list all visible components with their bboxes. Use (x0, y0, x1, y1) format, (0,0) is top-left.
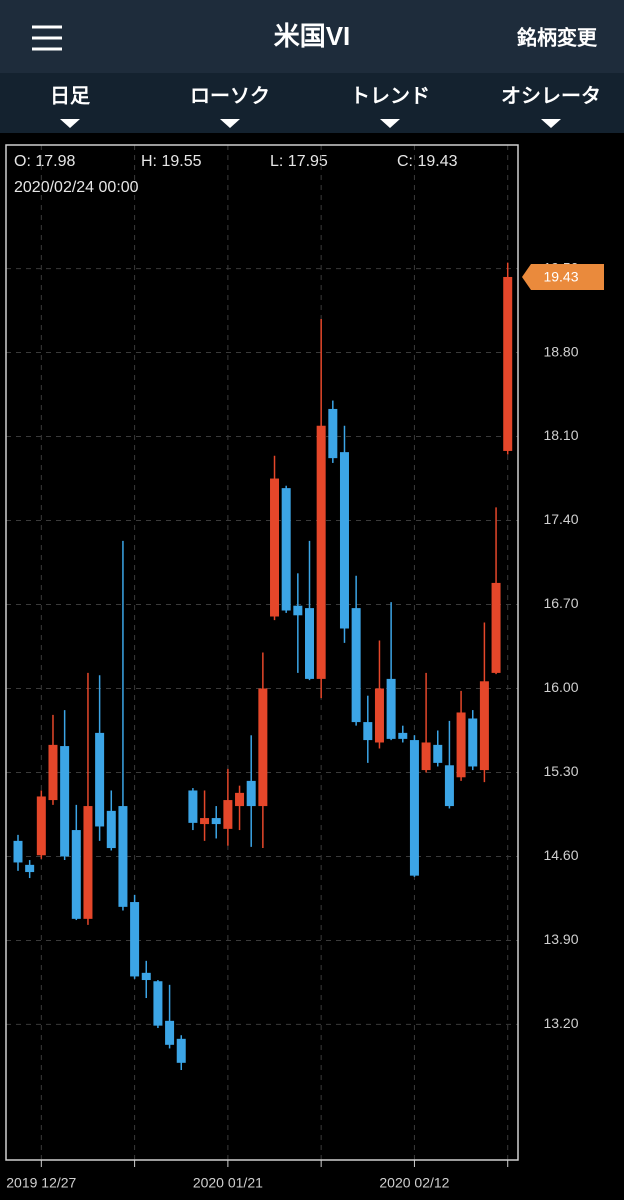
menu-button[interactable] (32, 25, 62, 51)
candle-body (83, 806, 93, 919)
y-tick-label: 16.70 (543, 595, 578, 611)
candle-body (223, 800, 233, 829)
candle-body (421, 742, 431, 771)
candle-body (351, 608, 361, 723)
candle-body (235, 792, 245, 807)
y-tick-label: 15.30 (543, 763, 578, 779)
candle-body (13, 840, 23, 863)
candle-body (130, 902, 140, 977)
y-tick-label: 18.10 (543, 427, 578, 443)
candle-body (339, 452, 349, 629)
change-symbol[interactable]: 銘柄変更 (517, 25, 598, 49)
candle-body (363, 722, 373, 741)
candle-body (468, 718, 478, 767)
candle-body (36, 796, 46, 856)
tab[interactable]: トレンド (350, 85, 430, 107)
info-close: C: 19.43 (397, 153, 458, 170)
y-tick-label: 17.40 (543, 511, 578, 527)
tab[interactable]: 日足 (50, 85, 91, 107)
candle-body (270, 478, 280, 617)
info-high: H: 19.55 (141, 153, 202, 170)
info-date: 2020/02/24 00:00 (14, 179, 139, 196)
x-tick-label: 2020 02/12 (379, 1175, 449, 1191)
x-tick-label: 2020 01/21 (193, 1175, 263, 1191)
candle-body (153, 981, 163, 1026)
candle-body (398, 732, 408, 739)
top-bar (0, 0, 624, 73)
candle-body (188, 790, 198, 823)
candle-body (165, 1020, 175, 1045)
candle-body (316, 425, 326, 679)
candle-body (118, 806, 128, 907)
candle-body (95, 732, 105, 827)
candle-body (433, 744, 443, 763)
candle-body (409, 740, 419, 876)
candle-body (211, 818, 221, 825)
y-tick-label: 18.80 (543, 343, 578, 359)
candle-body (456, 712, 466, 778)
tab-bar (0, 73, 624, 133)
candle-body (48, 744, 58, 801)
candle-body (176, 1038, 186, 1063)
candle-body (71, 830, 81, 919)
candle-body (305, 608, 314, 679)
x-tick-label: 2019 12/27 (6, 1175, 76, 1191)
candle-body (25, 864, 35, 873)
y-tick-label: 13.20 (543, 1015, 578, 1031)
y-tick-label: 13.90 (543, 931, 578, 947)
candle-body (141, 972, 151, 981)
info-open: O: 17.98 (14, 153, 75, 170)
candle-body (258, 688, 268, 807)
candle-body (444, 765, 454, 807)
candle-body (328, 408, 338, 459)
candle-body (106, 810, 116, 849)
page-title: 米国VI (274, 21, 351, 51)
candle-body (60, 746, 70, 857)
candle-body (246, 780, 256, 807)
candle-body (503, 276, 513, 451)
last-price-marker (522, 263, 604, 290)
y-tick-label: 14.60 (543, 847, 578, 863)
info-low: L: 17.95 (270, 153, 328, 170)
candle-body (281, 488, 291, 611)
candle-body (200, 818, 210, 825)
plot-frame (5, 144, 519, 1161)
y-tick-label: 16.00 (543, 679, 578, 695)
candle-body (491, 582, 501, 673)
candle-body (293, 605, 303, 616)
candle-body (386, 678, 396, 739)
candle-body (479, 681, 489, 771)
tab[interactable]: オシレータ (501, 84, 601, 107)
tab[interactable]: ローソク (190, 84, 270, 107)
last-price-label: 19.43 (543, 269, 578, 285)
candle-body (374, 688, 384, 743)
